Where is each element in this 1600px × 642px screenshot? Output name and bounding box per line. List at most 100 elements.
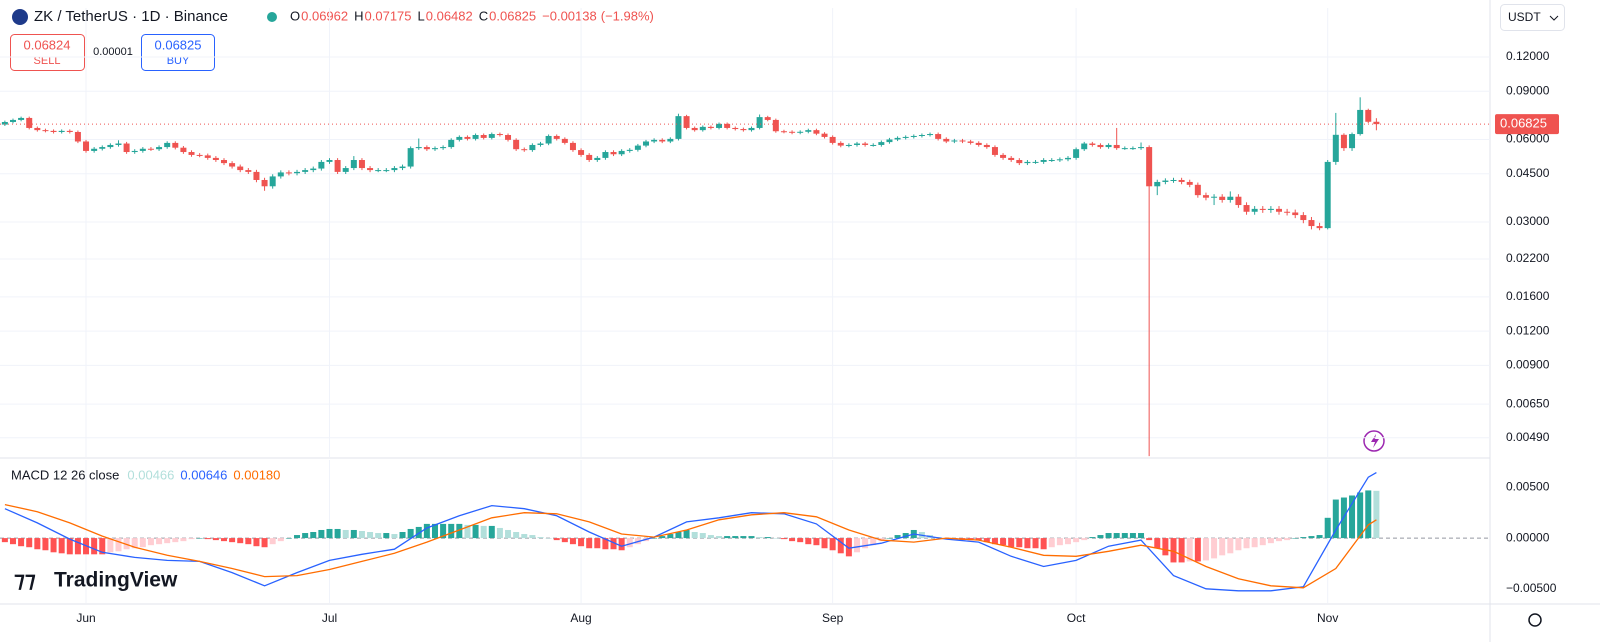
histogram-bar xyxy=(569,538,576,545)
histogram-bar xyxy=(797,538,804,543)
candle-body xyxy=(1235,196,1242,206)
candle-body xyxy=(245,170,252,172)
histogram-bar xyxy=(237,538,244,544)
candle-body xyxy=(626,149,633,151)
candle-body xyxy=(212,157,219,161)
histogram-bar xyxy=(675,532,682,539)
histogram-bar xyxy=(26,538,33,548)
histogram-bar xyxy=(651,538,658,539)
histogram-bar xyxy=(310,532,317,539)
histogram-bar xyxy=(837,538,844,554)
candle-body xyxy=(34,127,41,131)
candle-body xyxy=(375,170,382,172)
histogram-bar xyxy=(1129,533,1136,539)
histogram-bar xyxy=(1259,538,1266,546)
histogram-bar xyxy=(1324,517,1331,539)
candle-body xyxy=(464,136,471,139)
histogram-bar xyxy=(1202,538,1209,561)
buy-label[interactable]: BUY xyxy=(167,55,190,67)
x-tick-label: Nov xyxy=(1317,611,1338,625)
histogram-bar xyxy=(529,535,536,539)
histogram-bar xyxy=(431,523,438,539)
candle-body xyxy=(886,139,893,143)
histogram-bar xyxy=(1300,537,1307,539)
histogram-bar xyxy=(50,538,57,553)
candle-body xyxy=(115,143,122,145)
macd-line xyxy=(4,472,1377,592)
histogram-bar xyxy=(1040,538,1047,550)
candle-body xyxy=(294,171,301,174)
settings-icon[interactable] xyxy=(1528,613,1542,627)
histogram-bar xyxy=(1373,490,1380,539)
histogram-bar xyxy=(74,538,81,555)
candle-body xyxy=(853,143,860,145)
candle-body xyxy=(683,116,690,128)
candle-body xyxy=(756,117,763,128)
y-tick-label: −0.00500 xyxy=(1506,581,1557,595)
currency-label[interactable]: USDT xyxy=(1508,10,1541,24)
candle-body xyxy=(1048,160,1055,162)
ohlc-value: 0.06482 xyxy=(426,8,473,23)
buy-button[interactable] xyxy=(141,34,215,71)
candle-body xyxy=(383,170,390,172)
candle-body xyxy=(1332,134,1339,162)
histogram-bar xyxy=(350,529,357,539)
candle-body xyxy=(1081,143,1088,150)
histogram-bar xyxy=(1032,538,1039,549)
candle-body xyxy=(902,136,909,138)
histogram-bar xyxy=(626,538,633,548)
histogram-bar xyxy=(886,538,893,539)
histogram-bar xyxy=(472,524,479,539)
histogram-bar xyxy=(983,538,990,543)
x-tick-label: Sep xyxy=(822,611,844,625)
candle-body xyxy=(505,135,512,140)
candle-body xyxy=(204,155,211,158)
histogram-bar xyxy=(1170,538,1177,563)
histogram-bar xyxy=(789,538,796,542)
sell-button[interactable] xyxy=(10,34,85,71)
candle-body xyxy=(1324,161,1331,229)
buy-price[interactable]: 0.06825 xyxy=(155,37,202,52)
candle-body xyxy=(1219,196,1226,200)
histogram-bar xyxy=(707,535,714,539)
x-tick-label: Oct xyxy=(1067,611,1086,625)
candle-body xyxy=(147,148,154,150)
candle-body xyxy=(26,117,33,128)
candle-body xyxy=(667,138,674,142)
last-price-label: 0.06825 xyxy=(1500,116,1547,131)
histogram-bar xyxy=(253,538,260,547)
sell-label[interactable]: SELL xyxy=(34,55,61,67)
histogram-bar xyxy=(740,536,747,539)
candle-body xyxy=(107,144,114,148)
candle-body xyxy=(845,144,852,146)
candle-body xyxy=(602,152,609,158)
currency-dropdown[interactable] xyxy=(1500,4,1565,31)
candle-body xyxy=(878,142,885,145)
histogram-bar xyxy=(602,538,609,550)
candle-body xyxy=(1,121,8,125)
candle-body xyxy=(618,150,625,155)
candle-body xyxy=(488,134,495,138)
histogram-bar xyxy=(391,534,398,539)
sell-price[interactable]: 0.06824 xyxy=(24,37,71,52)
histogram-bar xyxy=(358,530,365,539)
candle-body xyxy=(156,147,163,150)
candle-body xyxy=(131,150,138,153)
candle-body xyxy=(261,179,268,187)
candle-body xyxy=(740,129,747,131)
histogram-bar xyxy=(1154,538,1161,549)
histogram-bar xyxy=(415,526,422,539)
last-price-tag xyxy=(1495,114,1559,135)
candle-body xyxy=(50,130,57,132)
histogram-bar xyxy=(131,538,138,549)
histogram-bar xyxy=(302,533,309,539)
candle-body xyxy=(561,138,568,143)
candle-body xyxy=(196,154,203,156)
histogram-bar xyxy=(724,536,731,539)
histogram-bar xyxy=(269,538,276,545)
candle-body xyxy=(188,152,195,155)
histogram-bar xyxy=(1089,537,1096,539)
histogram-bar xyxy=(780,538,787,540)
candle-body xyxy=(1032,161,1039,163)
histogram-bar xyxy=(667,534,674,539)
